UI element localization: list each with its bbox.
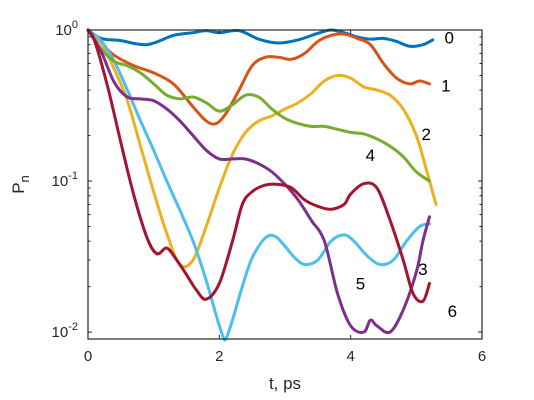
series-label-4: 4 (366, 146, 375, 165)
x-axis-label: t, ps (269, 374, 301, 393)
series-label-6: 6 (448, 302, 457, 321)
series-label-0: 0 (444, 29, 453, 48)
y-axis-label-subscript: n (17, 175, 32, 182)
y-axis-label-main: P (9, 182, 28, 193)
y-tick-label--1: 10-1 (52, 170, 78, 190)
series-line-3 (86, 28, 431, 342)
y-tick-label--2: 10-2 (52, 321, 78, 341)
series-label-3: 3 (418, 260, 427, 279)
series-label-1: 1 (441, 76, 450, 95)
series-line-2 (86, 28, 438, 269)
series-label-5: 5 (356, 274, 365, 293)
series-curves (86, 28, 438, 342)
x-tick-label-6: 6 (478, 348, 486, 365)
series-label-2: 2 (421, 125, 430, 144)
series-line-5 (86, 28, 431, 335)
x-tick-label-2: 2 (215, 348, 223, 365)
axes-box (87, 29, 483, 340)
series-labels: 0 1 2 3 4 5 6 (356, 29, 457, 321)
x-tick-label-4: 4 (346, 348, 354, 365)
x-tick-label-0: 0 (84, 348, 92, 365)
svg-text:Pn: Pn (9, 175, 32, 194)
series-line-6 (86, 28, 431, 304)
tick-labels: 0 2 4 6 100 10-1 10-2 (52, 19, 487, 365)
y-axis-label: Pn (9, 175, 32, 194)
series-line-0 (86, 28, 435, 48)
axis-ticks (87, 29, 483, 339)
series-line-1 (86, 28, 431, 126)
y-tick-label-0: 100 (55, 19, 78, 39)
series-line-4 (86, 28, 431, 183)
